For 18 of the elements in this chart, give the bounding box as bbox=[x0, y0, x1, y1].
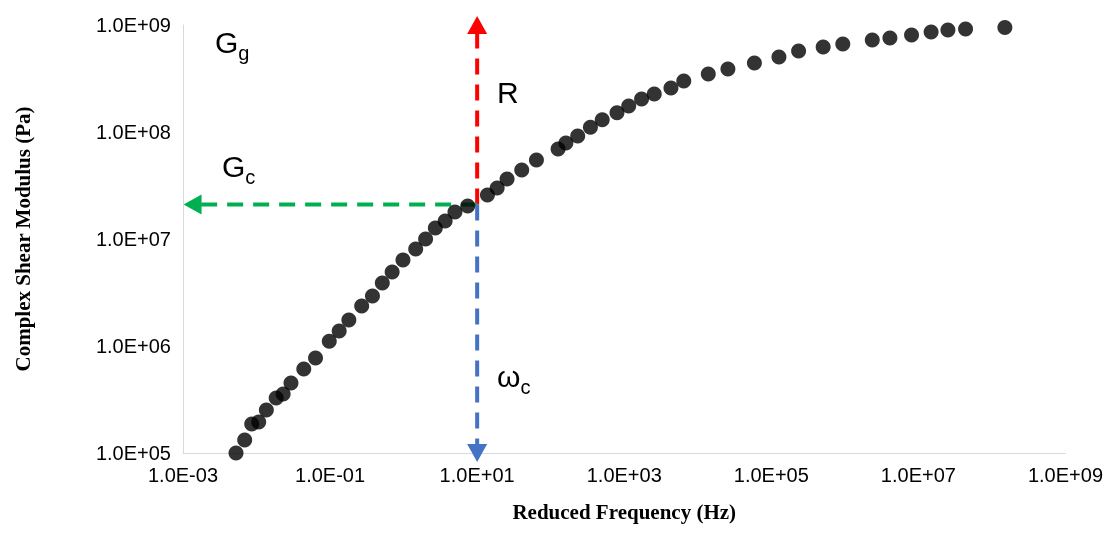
y-tick-label: 1.0E+05 bbox=[95, 442, 171, 464]
x-tick-label: 1.0E-01 bbox=[295, 464, 366, 486]
y-tick-label: 1.0E+08 bbox=[95, 121, 171, 143]
x-tick-label: 1.0E+01 bbox=[439, 464, 515, 486]
x-tick-label: 1.0E-03 bbox=[147, 464, 219, 486]
y-tick-label: 1.0E+07 bbox=[95, 228, 171, 250]
y-tick-label: 1.0E+06 bbox=[95, 335, 171, 357]
annotation: R bbox=[497, 76, 519, 109]
x-tick-label: 1.0E+05 bbox=[733, 464, 809, 486]
y-axis-title: Complex Shear Modulus (Pa) bbox=[10, 106, 35, 372]
annotation: G$_{c}$ bbox=[222, 150, 256, 188]
x-tick-label: 1.0E+07 bbox=[880, 464, 956, 486]
x-tick-label: 1.0E+09 bbox=[1027, 464, 1103, 486]
y-tick-label: 1.0E+09 bbox=[95, 14, 171, 36]
x-axis-title: Reduced Frequency (Hz) bbox=[512, 499, 737, 524]
x-tick-label: 1.0E+03 bbox=[586, 464, 662, 486]
annotation: ω$_{c}$ bbox=[497, 360, 531, 398]
annotation: G$_{g}$ bbox=[215, 26, 250, 64]
